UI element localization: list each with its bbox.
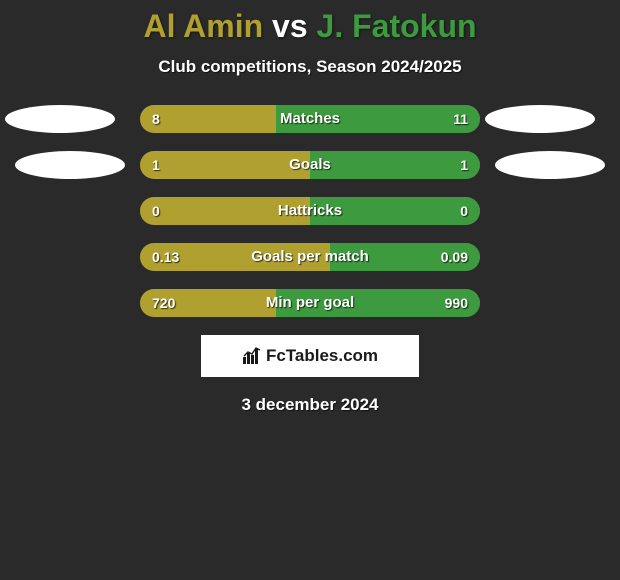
stat-row: 11Goals — [140, 151, 480, 179]
stat-label: Matches — [140, 105, 480, 133]
title-player1: Al Amin — [143, 8, 263, 44]
stat-row: 00Hattricks — [140, 197, 480, 225]
stat-row: 720990Min per goal — [140, 289, 480, 317]
player-ellipse-1 — [15, 151, 125, 179]
date-label: 3 december 2024 — [0, 395, 620, 415]
stat-label: Goals — [140, 151, 480, 179]
stat-label: Min per goal — [140, 289, 480, 317]
stat-label: Goals per match — [140, 243, 480, 271]
stat-row: 0.130.09Goals per match — [140, 243, 480, 271]
chart-icon — [242, 347, 262, 365]
title-player2: J. Fatokun — [317, 8, 477, 44]
page-title: Al Amin vs J. Fatokun — [0, 0, 620, 49]
player-ellipse-2 — [485, 105, 595, 133]
title-vs: vs — [272, 8, 308, 44]
stat-label: Hattricks — [140, 197, 480, 225]
subtitle: Club competitions, Season 2024/2025 — [0, 57, 620, 77]
player-ellipse-0 — [5, 105, 115, 133]
player-ellipse-3 — [495, 151, 605, 179]
logo-box: FcTables.com — [201, 335, 419, 377]
logo-text: FcTables.com — [266, 346, 378, 366]
comparison-chart: 811Matches 11Goals 00Hattricks 0.130.09Goal… — [0, 105, 620, 317]
stat-row: 811Matches — [140, 105, 480, 133]
